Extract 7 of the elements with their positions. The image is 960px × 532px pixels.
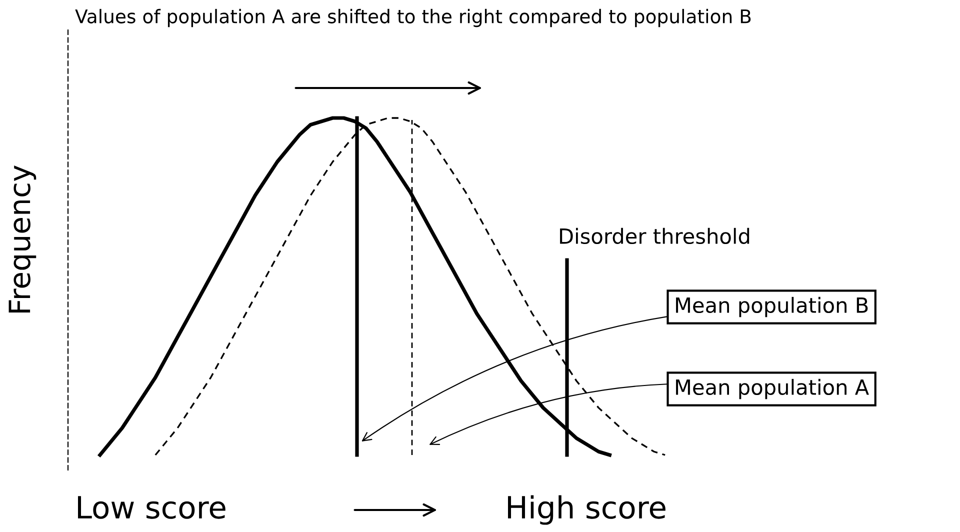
text: Low score (78, 496, 226, 519)
text: Mean population A (676, 378, 869, 400)
annotation: Disorder threshold (560, 228, 750, 244)
text: High score (508, 495, 666, 525)
chart-title: Values of population A are shifted to the right compared to population B (75, 8, 751, 28)
y-axis-title: Frequency (8, 166, 36, 312)
text: Mean population B (676, 296, 868, 318)
